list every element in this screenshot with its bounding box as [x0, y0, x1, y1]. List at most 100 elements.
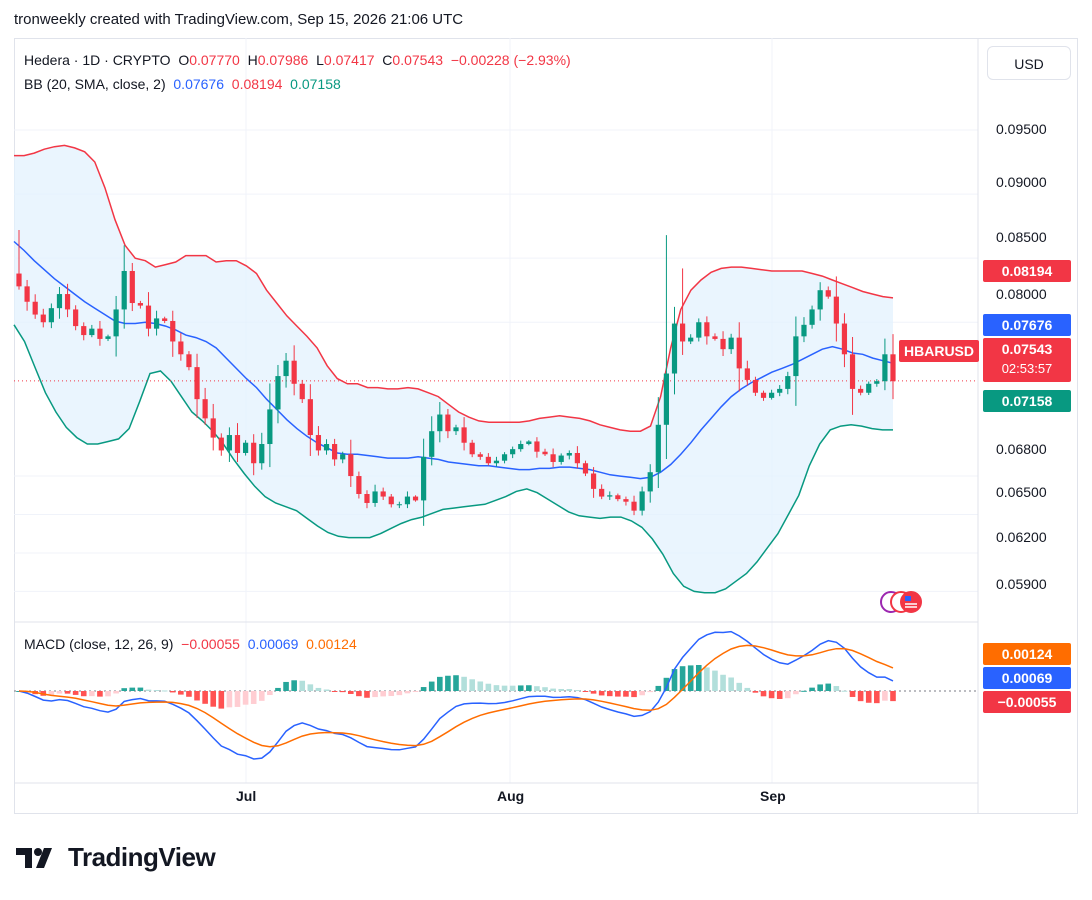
candle-body: [121, 270, 127, 310]
macd-histogram-bar: [234, 691, 241, 707]
candle-body: [364, 494, 370, 503]
candle-body: [372, 491, 378, 503]
time-tick-sep: Sep: [760, 788, 786, 804]
candle-body: [501, 454, 508, 461]
candle-body: [145, 305, 152, 329]
macd-histogram-bar: [639, 691, 645, 696]
candle-body: [809, 309, 815, 325]
macd-histogram-bar: [194, 691, 200, 701]
macd-histogram-bar: [299, 680, 306, 691]
candle-body: [105, 336, 111, 339]
macd-histogram-bar: [582, 691, 589, 692]
chart-header: tronweekly created with TradingView.com,…: [14, 11, 464, 28]
candle-body: [421, 456, 427, 501]
macd-histogram-bar: [736, 682, 743, 691]
candle-body: [874, 381, 880, 384]
macd-signal-line: [18, 644, 894, 748]
macd-histogram-bar: [542, 687, 548, 691]
macd-histogram-bar: [695, 665, 702, 691]
price-tick: 0.05900: [996, 576, 1047, 592]
change-value: −0.00228 (−2.93%): [450, 52, 571, 68]
macd-histogram-bar: [655, 685, 662, 691]
candle-body: [429, 431, 435, 457]
macd-histogram-bar: [874, 691, 880, 704]
candle-body: [590, 473, 597, 489]
macd-histogram-bar: [647, 691, 654, 693]
candle-body: [97, 328, 103, 339]
macd-histogram-bar: [809, 687, 815, 691]
last-price-tag: 0.07543 02:53:57: [983, 338, 1071, 382]
candle-body: [267, 409, 273, 445]
macd-histogram-bar: [817, 684, 823, 691]
candle-body: [162, 318, 168, 321]
macd-histogram-bar: [428, 681, 435, 691]
brand-text: TradingView: [68, 842, 216, 872]
macd-title: MACD (close, 12, 26, 9): [24, 636, 174, 652]
macd-histogram-bar: [412, 691, 419, 693]
candle-body: [178, 341, 184, 355]
macd-histogram-bar: [687, 665, 694, 691]
candle-body: [64, 294, 71, 310]
bb-upper-tag: 0.08194: [983, 260, 1071, 282]
macd-histogram-bar: [129, 687, 136, 691]
macd-histogram-bar: [283, 681, 289, 691]
candle-body: [380, 491, 386, 497]
candle-body: [242, 442, 249, 453]
macd-histogram-bar: [671, 669, 678, 691]
candle-body: [631, 501, 637, 511]
candle-body: [437, 414, 443, 432]
candle-body: [599, 488, 605, 497]
currency-button[interactable]: USD: [987, 46, 1071, 80]
candle-body: [56, 294, 63, 309]
macd-histogram-bar: [153, 690, 160, 692]
candle-body: [574, 452, 580, 464]
macd-histogram-bar: [509, 685, 516, 691]
candle-body: [251, 442, 257, 464]
macd-histogram-bar: [250, 691, 257, 704]
candle-body: [712, 336, 718, 339]
macd-histogram-bar: [56, 691, 63, 694]
macd-hist-value: −0.00055: [181, 636, 240, 652]
tradingview-logo-icon: [16, 847, 52, 868]
economic-events-icon[interactable]: [879, 590, 923, 614]
macd-histogram-bar: [882, 691, 888, 701]
macd-histogram-bar: [801, 690, 807, 692]
macd-histogram-bar: [258, 691, 265, 701]
candle-body: [550, 454, 556, 462]
bb-lower-line: [13, 324, 893, 594]
open-value: 0.07770: [189, 52, 240, 68]
macd-histogram-bar: [396, 691, 403, 696]
candle-body: [129, 270, 135, 304]
candle-body: [736, 337, 742, 369]
bar-countdown: 02:53:57: [1001, 361, 1053, 376]
candle-body: [744, 368, 750, 380]
last-price: 0.07543: [1001, 341, 1053, 357]
candle-body: [720, 338, 726, 350]
candle-body: [728, 337, 734, 350]
candle-body: [453, 427, 459, 432]
macd-line-tag: 0.00069: [983, 667, 1071, 689]
macd-histogram-bar: [105, 691, 111, 697]
candle-body: [291, 360, 297, 384]
macd-histogram-bar: [275, 687, 281, 691]
macd-histogram-bar: [574, 690, 581, 692]
candle-body: [234, 435, 241, 453]
macd-histogram-bar: [606, 691, 613, 697]
candle-body: [113, 309, 119, 337]
bb-basis-value: 0.07676: [173, 76, 224, 92]
macd-histogram-bar: [865, 691, 872, 703]
candle-body: [73, 309, 79, 327]
candle-body: [259, 444, 265, 464]
candle-body: [866, 383, 872, 393]
macd-histogram-bar: [890, 691, 896, 702]
bb-lower-value: 0.07158: [290, 76, 341, 92]
bb-band-fill: [14, 145, 893, 593]
candle-body: [315, 435, 322, 451]
candle-body: [16, 273, 22, 287]
candle-body: [202, 399, 208, 419]
macd-histogram-bar: [137, 687, 144, 691]
macd-histogram-bar: [404, 691, 411, 694]
candle-body: [356, 476, 362, 494]
macd-histogram-bar: [598, 691, 605, 696]
